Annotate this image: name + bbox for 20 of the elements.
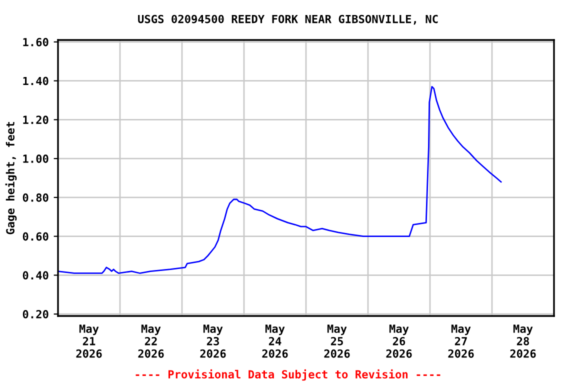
x-tick-label: May 25 2026 [324,324,350,358]
y-axis-title: Gage height, feet [5,122,17,234]
line-series [58,86,502,274]
y-tick-label: 0.20 [22,310,48,318]
y-tick-label: 1.40 [23,76,48,86]
y-tick-label: 1.60 [23,38,48,46]
y-tick-label: 1.20 [23,116,48,124]
y-tick-label: 1.00 [23,154,48,163]
x-tick-label: May 27 2026 [448,324,474,358]
x-tick-label: May 28 2026 [510,324,536,358]
chart-title: USGS 02094500 REEDY FORK NEAR GIBSONVILLE, NC [138,14,438,25]
x-tick-label: May 22 2026 [138,324,164,358]
x-tick-label: May 24 2026 [262,324,288,358]
x-tick-label: May 26 2026 [386,324,412,358]
y-tick-label: 0.60 [22,232,48,241]
x-tick-label: May 23 2026 [200,324,226,358]
y-tick-label: 0.40 [22,271,48,280]
y-tick-label: 0.80 [22,193,48,202]
x-tick-label: May 21 2026 [76,324,102,358]
text: ---- Provisional Data Subject to Revision ---- [136,369,440,381]
